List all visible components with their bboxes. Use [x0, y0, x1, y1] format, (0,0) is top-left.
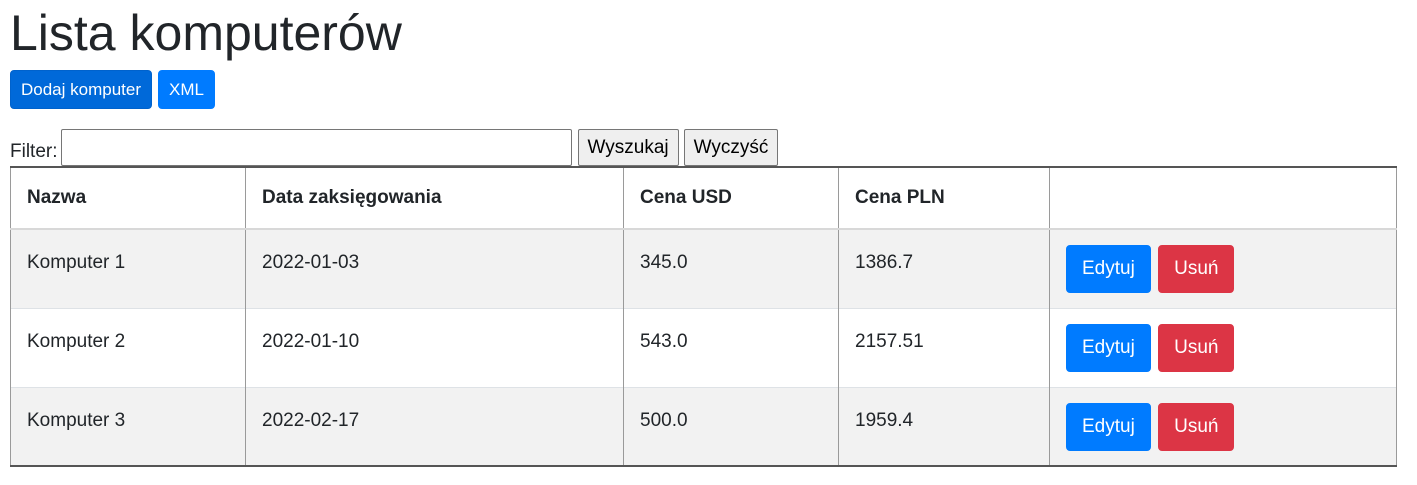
delete-button[interactable]: Usuń: [1158, 245, 1235, 293]
cell-pln: 1386.7: [838, 229, 1050, 308]
column-header-name[interactable]: Nazwa: [10, 167, 246, 230]
cell-actions: Edytuj Usuń: [1049, 229, 1397, 308]
cell-usd: 500.0: [623, 387, 839, 466]
add-computer-button[interactable]: Dodaj komputer: [10, 70, 153, 109]
clear-button[interactable]: Wyczyść: [683, 129, 779, 166]
table-row: Komputer 3 2022-02-17 500.0 1959.4 Edytu…: [10, 387, 1397, 466]
cell-name: Komputer 1: [10, 229, 246, 308]
filter-label: Filter:: [10, 140, 58, 162]
cell-name: Komputer 3: [10, 387, 246, 466]
computers-table: Nazwa Data zaksięgowania Cena USD Cena P…: [10, 166, 1397, 467]
cell-actions: Edytuj Usuń: [1049, 308, 1397, 387]
cell-actions: Edytuj Usuń: [1049, 387, 1397, 466]
edit-button[interactable]: Edytuj: [1066, 323, 1151, 372]
cell-date: 2022-01-03: [245, 229, 624, 308]
cell-date: 2022-01-10: [245, 308, 624, 387]
cell-date: 2022-02-17: [245, 387, 624, 466]
edit-button[interactable]: Edytuj: [1066, 402, 1151, 451]
cell-pln: 1959.4: [838, 387, 1050, 466]
page-title: Lista komputerów: [10, 5, 402, 61]
edit-button[interactable]: Edytuj: [1066, 245, 1151, 293]
delete-button[interactable]: Usuń: [1158, 323, 1235, 372]
cell-pln: 2157.51: [838, 308, 1050, 387]
cell-name: Komputer 2: [10, 308, 246, 387]
table-row: Komputer 1 2022-01-03 345.0 1386.7 Edytu…: [10, 229, 1397, 308]
filter-bar: Filter: Wyszukaj Wyczyść: [10, 129, 779, 166]
xml-button[interactable]: XML: [158, 70, 215, 109]
table-row: Komputer 2 2022-01-10 543.0 2157.51 Edyt…: [10, 308, 1397, 387]
column-header-actions: [1049, 167, 1397, 230]
search-button[interactable]: Wyszukaj: [577, 129, 679, 166]
delete-button[interactable]: Usuń: [1158, 402, 1235, 451]
cell-usd: 543.0: [623, 308, 839, 387]
column-header-pln[interactable]: Cena PLN: [838, 167, 1050, 230]
cell-usd: 345.0: [623, 229, 839, 308]
column-header-usd[interactable]: Cena USD: [623, 167, 839, 230]
filter-input[interactable]: [60, 129, 572, 166]
table-header-row: Nazwa Data zaksięgowania Cena USD Cena P…: [10, 167, 1397, 230]
column-header-date[interactable]: Data zaksięgowania: [245, 167, 624, 230]
toolbar: Dodaj komputer XML: [10, 70, 215, 109]
